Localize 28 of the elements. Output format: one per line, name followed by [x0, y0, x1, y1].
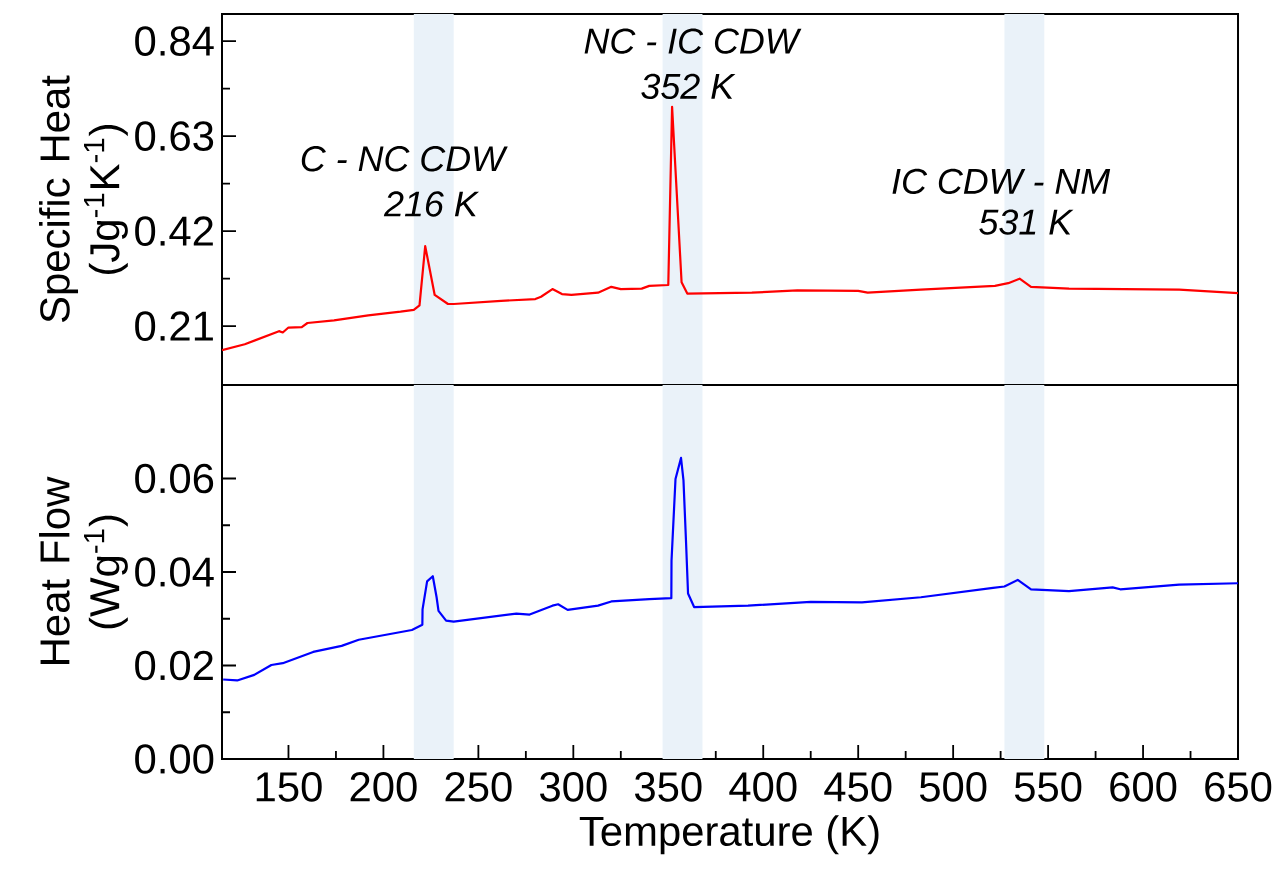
line-series [222, 456, 1239, 682]
y-tick-label: 0.63 [135, 121, 214, 151]
annotation: C - NC CDW [301, 146, 508, 172]
x-tick-label: 350 [634, 772, 702, 802]
x-tick-label: 650 [1205, 772, 1272, 802]
x-axis-title: Temperature (K) [579, 815, 879, 855]
annotation: 216 K [383, 191, 480, 217]
y-tick-label: 0.84 [135, 26, 214, 56]
y-tick-label: 0.04 [135, 557, 214, 587]
x-tick-label: 300 [540, 772, 607, 802]
annotation: NC - IC CDW [584, 28, 802, 54]
x-tick-label: 400 [729, 772, 797, 802]
x-tick-label: 550 [1014, 772, 1082, 802]
annotation: 352 K [641, 73, 736, 100]
line-series [222, 105, 1239, 352]
x-tick-label: 250 [445, 772, 512, 802]
x-tick-label: 450 [824, 772, 892, 802]
annotation: IC CDW - NM [892, 168, 1111, 195]
x-tick-label: 150 [256, 772, 322, 802]
y-tick-label: 0.42 [135, 216, 213, 246]
x-tick-label: 500 [919, 772, 987, 802]
x-tick-label: 600 [1110, 772, 1177, 802]
y-tick-label: 0.00 [135, 744, 214, 774]
y-tick-label: 0.06 [135, 463, 214, 494]
y-tick-label: 0.21 [135, 311, 213, 341]
y-tick-label: 0.02 [135, 650, 213, 681]
annotation: 531 K [979, 209, 1074, 235]
x-tick-label: 200 [350, 772, 417, 802]
